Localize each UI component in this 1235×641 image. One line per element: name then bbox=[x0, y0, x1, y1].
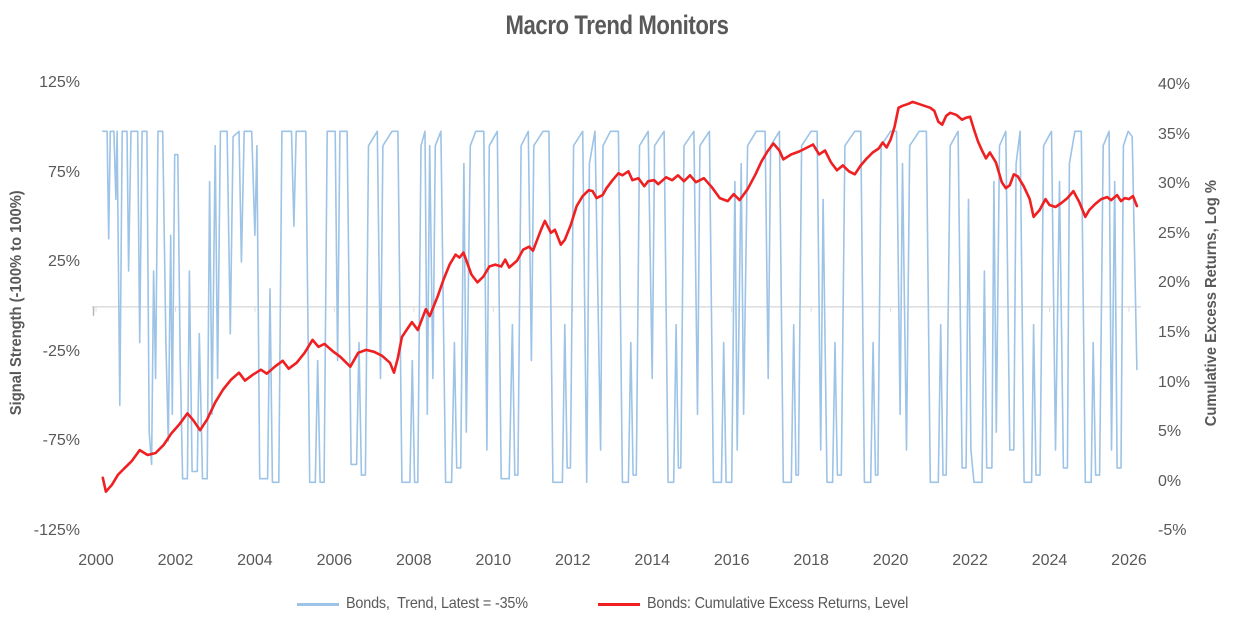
x-tick-label: 2024 bbox=[1031, 552, 1068, 569]
right-tick-label: 20% bbox=[1158, 274, 1191, 292]
legend: Bonds, Trend, Latest = -35% Bonds: Cumul… bbox=[0, 593, 1235, 615]
left-tick-label: -75% bbox=[42, 432, 80, 450]
x-tick-label: 2026 bbox=[1111, 552, 1147, 569]
right-tick-label: 35% bbox=[1158, 125, 1191, 143]
x-tick-label: 2000 bbox=[78, 552, 114, 569]
x-tick-label: 2004 bbox=[237, 552, 273, 569]
x-tick-label: 2002 bbox=[157, 552, 194, 569]
right-tick-label: 30% bbox=[1158, 175, 1191, 193]
left-tick-label: 125% bbox=[39, 74, 80, 91]
returns-line-swatch bbox=[598, 602, 641, 606]
trend-line-swatch bbox=[297, 602, 340, 606]
right-tick-label: 0% bbox=[1158, 472, 1182, 490]
left-tick-label: -25% bbox=[42, 342, 80, 360]
x-tick-label: 2020 bbox=[872, 552, 909, 569]
right-tick-label: 25% bbox=[1158, 224, 1191, 242]
left-tick-label: -125% bbox=[33, 521, 80, 539]
legend-label-trend: Bonds, Trend, Latest = -35% bbox=[346, 595, 529, 612]
x-tick-label: 2012 bbox=[554, 552, 591, 569]
left-tick-label: 75% bbox=[47, 163, 80, 181]
x-tick-label: 2008 bbox=[396, 552, 432, 569]
legend-item-trend: Bonds, Trend, Latest = -35% bbox=[297, 595, 548, 613]
right-tick-label: 10% bbox=[1158, 373, 1191, 391]
legend-label-returns: Bonds: Cumulative Excess Returns, Level bbox=[647, 595, 909, 612]
right-tick-label: 15% bbox=[1158, 324, 1191, 341]
right-tick-label: 40% bbox=[1158, 76, 1191, 93]
x-tick-label: 2006 bbox=[316, 552, 353, 569]
x-tick-label: 2022 bbox=[952, 552, 988, 569]
left-tick-label: 25% bbox=[47, 253, 80, 271]
x-tick-label: 2016 bbox=[713, 552, 750, 569]
x-tick-label: 2018 bbox=[793, 552, 829, 569]
trend-signal-line bbox=[102, 130, 1138, 484]
right-tick-label: -5% bbox=[1158, 522, 1187, 540]
x-tick-label: 2010 bbox=[475, 552, 512, 569]
chart-title: Macro Trend Monitors bbox=[0, 10, 1235, 41]
legend-item-returns: Bonds: Cumulative Excess Returns, Level bbox=[598, 595, 937, 613]
chart-title-text: Macro Trend Monitors bbox=[505, 10, 730, 40]
x-tick-label: 2014 bbox=[634, 552, 671, 569]
cumulative-returns-line bbox=[101, 100, 1139, 494]
right-tick-label: 5% bbox=[1158, 423, 1182, 441]
